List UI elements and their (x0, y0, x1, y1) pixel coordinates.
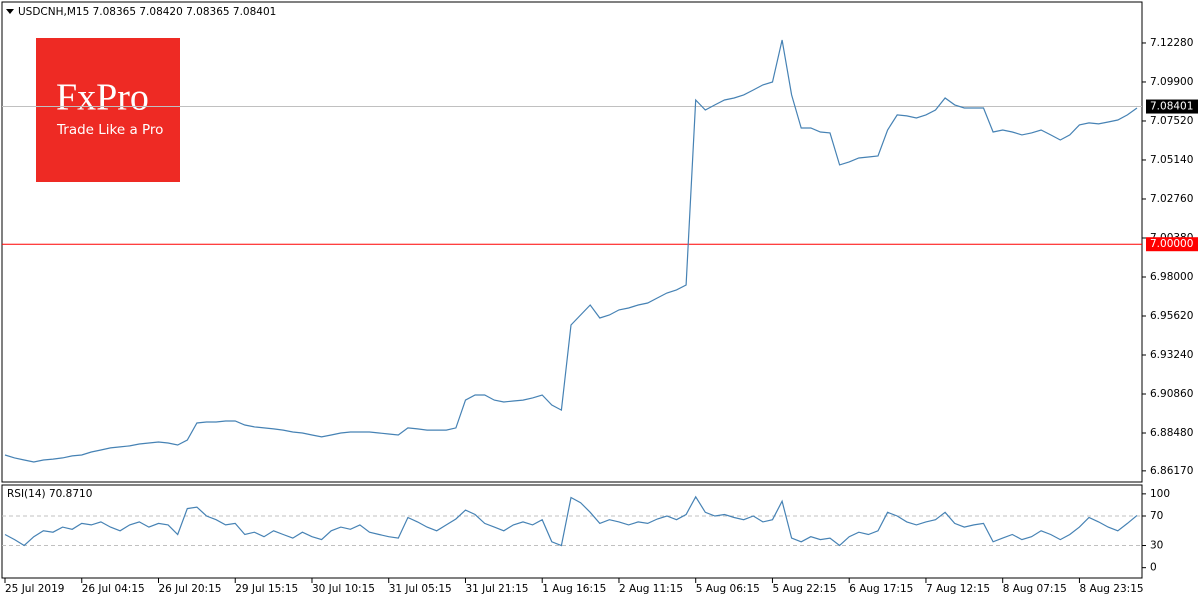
logo-box (36, 38, 180, 182)
x-tick-label: 29 Jul 15:15 (235, 583, 298, 595)
y-tick-label: 6.90860 (1150, 388, 1193, 400)
menu-triangle[interactable] (6, 9, 14, 14)
x-tick-label: 7 Aug 12:15 (926, 583, 990, 595)
y-tick-label: 70 (1150, 510, 1163, 522)
x-tick-label: 25 Jul 2019 (5, 583, 64, 595)
rsi-title: RSI(14) 70.8710 (7, 488, 92, 500)
y-tick-label: 30 (1150, 540, 1163, 552)
price-label: 7.08401 (1150, 101, 1193, 113)
price-label-box (1146, 99, 1198, 114)
y-tick-label: 6.88480 (1150, 427, 1193, 439)
x-tick-label: 8 Aug 07:15 (1003, 583, 1067, 595)
y-tick-label: 6.98000 (1150, 271, 1193, 283)
y-tick-label: 7.09900 (1150, 76, 1193, 88)
y-tick-label: 6.86170 (1150, 465, 1193, 477)
y-tick-label: 100 (1150, 488, 1170, 500)
logo-brand: FxPro (56, 77, 149, 119)
x-tick-label: 8 Aug 23:15 (1079, 583, 1143, 595)
y-tick-label: 6.95620 (1150, 310, 1193, 322)
y-tick-label: 7.07520 (1150, 115, 1193, 127)
x-tick-label: 31 Jul 05:15 (389, 583, 452, 595)
x-tick-label: 6 Aug 17:15 (849, 583, 913, 595)
x-tick-label: 5 Aug 22:15 (772, 583, 836, 595)
x-tick-label: 2 Aug 11:15 (619, 583, 683, 595)
y-tick-label: 0 (1150, 562, 1157, 574)
y-tick-label: 7.02760 (1150, 193, 1193, 205)
y-tick-label: 7.12280 (1150, 37, 1193, 49)
price-label-box (1146, 237, 1198, 252)
price-line (4, 39, 1138, 463)
price-line (4, 495, 1138, 547)
price-panel (1, 1, 1143, 483)
logo: FxPro Trade Like a Pro (36, 38, 180, 182)
y-tick-label: 6.93240 (1150, 349, 1193, 361)
x-tick-label: 1 Aug 16:15 (542, 583, 606, 595)
logo-tagline: Trade Like a Pro (56, 122, 163, 138)
x-tick-label: 5 Aug 06:15 (696, 583, 760, 595)
rsi-panel (1, 484, 1143, 579)
chart-title: USDCNH,M15 7.08365 7.08420 7.08365 7.084… (18, 6, 276, 18)
x-tick-label: 31 Jul 21:15 (465, 583, 528, 595)
price-label: 7.00000 (1150, 238, 1193, 250)
x-tick-label: 26 Jul 04:15 (82, 583, 145, 595)
x-tick-label: 26 Jul 20:15 (158, 583, 221, 595)
y-tick-label: 7.05140 (1150, 154, 1193, 166)
x-tick-label: 30 Jul 10:15 (312, 583, 375, 595)
